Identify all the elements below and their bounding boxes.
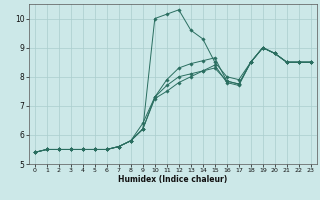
X-axis label: Humidex (Indice chaleur): Humidex (Indice chaleur): [118, 175, 228, 184]
